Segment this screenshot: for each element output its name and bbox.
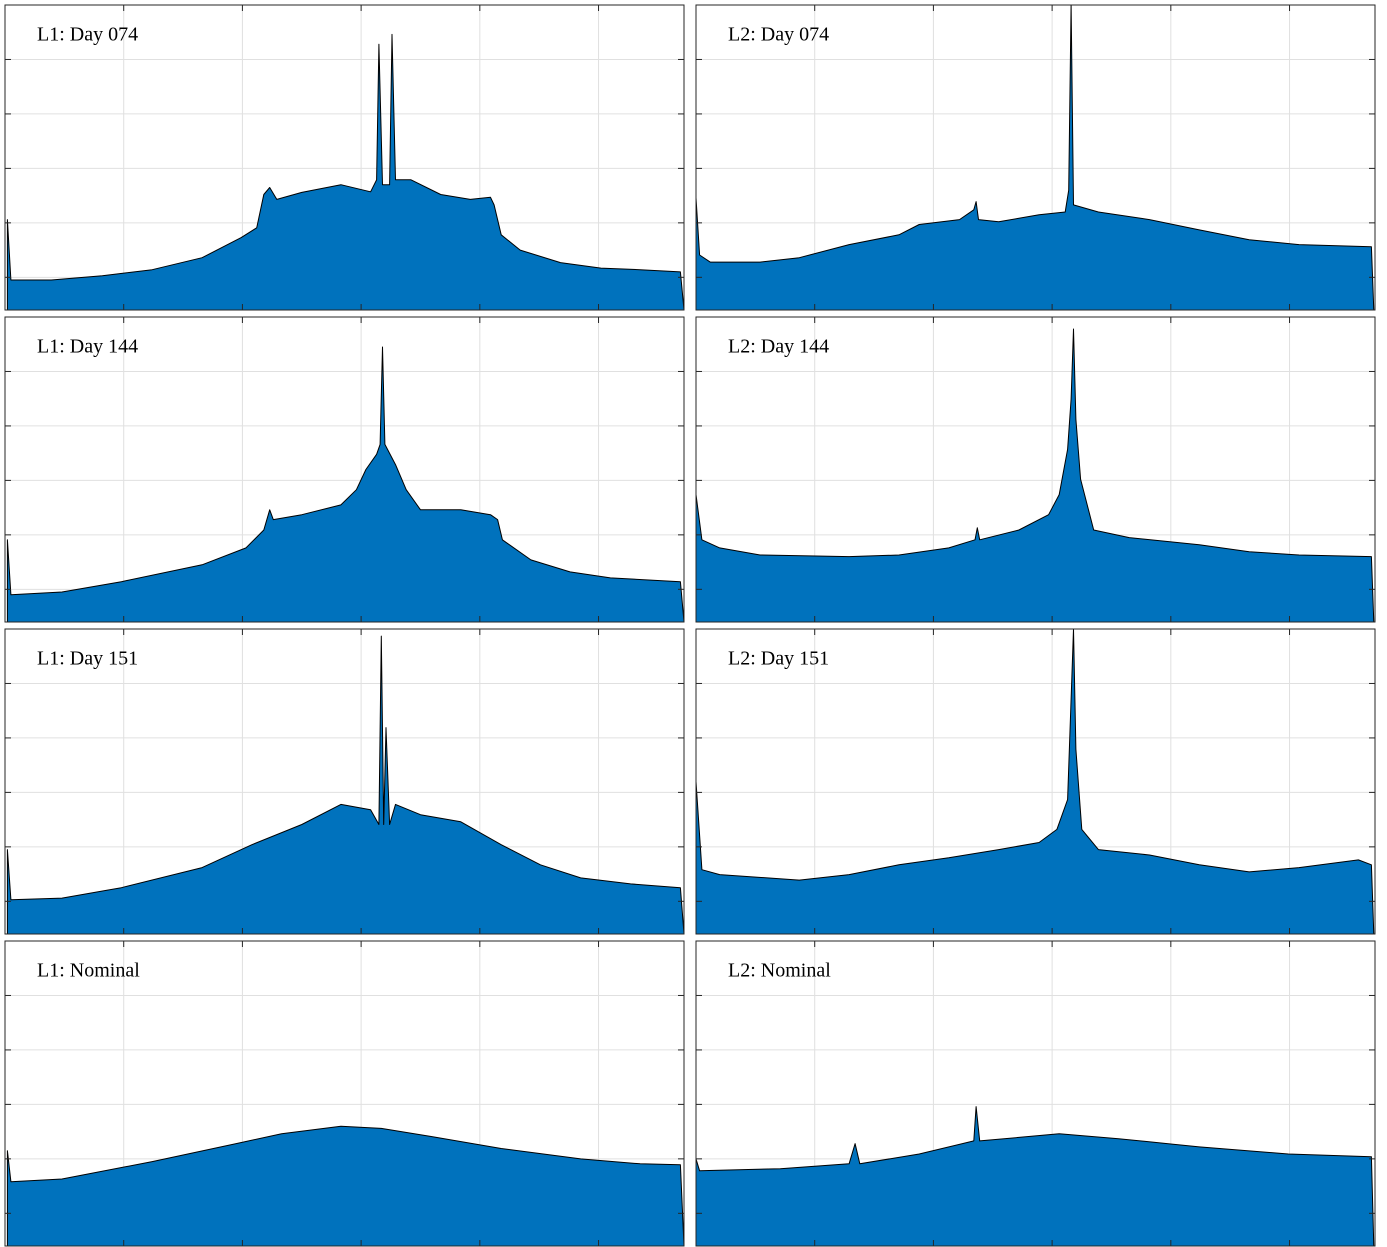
plot-area (5, 629, 684, 934)
panel-title: L2: Nominal (728, 960, 831, 982)
spectrum-area (6, 33, 684, 310)
panel-title: L2: Day 144 (728, 336, 829, 358)
panel: L1: Nominal (4, 940, 685, 1247)
plot-area (5, 317, 684, 622)
panel-border (4, 4, 685, 311)
spectrum-area (696, 1106, 1375, 1246)
panel: L1: Day 151 (4, 628, 685, 935)
spectrum-area (6, 1125, 684, 1246)
plot-area (5, 5, 684, 310)
plot-area (696, 5, 1375, 310)
panel: L1: Day 074 (4, 4, 685, 311)
panel-border (4, 316, 685, 623)
panel-border (695, 940, 1376, 1247)
plot-area (696, 317, 1375, 622)
panel-border (4, 940, 685, 1247)
panel-title: L1: Day 074 (37, 24, 138, 46)
spectrum-area (6, 635, 684, 934)
panel: L2: Day 074 (695, 4, 1376, 311)
plot-area (5, 941, 684, 1246)
panel: L2: Day 144 (695, 316, 1376, 623)
plot-area (696, 941, 1375, 1246)
panel-border (695, 316, 1376, 623)
spectrum-area (696, 328, 1375, 622)
panel-title: L1: Day 151 (37, 648, 138, 670)
panel-border (4, 628, 685, 935)
spectrum-area (696, 629, 1375, 934)
panel-title: L1: Nominal (37, 960, 140, 982)
panel: L1: Day 144 (4, 316, 685, 623)
panel: L2: Day 151 (695, 628, 1376, 935)
panel-title: L2: Day 074 (728, 24, 829, 46)
panel: L2: Nominal (695, 940, 1376, 1247)
spectrum-area (6, 346, 684, 622)
panel-title: L2: Day 151 (728, 648, 829, 670)
spectrum-area (696, 5, 1375, 310)
panel-border (695, 628, 1376, 935)
panel-border (695, 4, 1376, 311)
plot-area (696, 629, 1375, 934)
panel-title: L1: Day 144 (37, 336, 138, 358)
